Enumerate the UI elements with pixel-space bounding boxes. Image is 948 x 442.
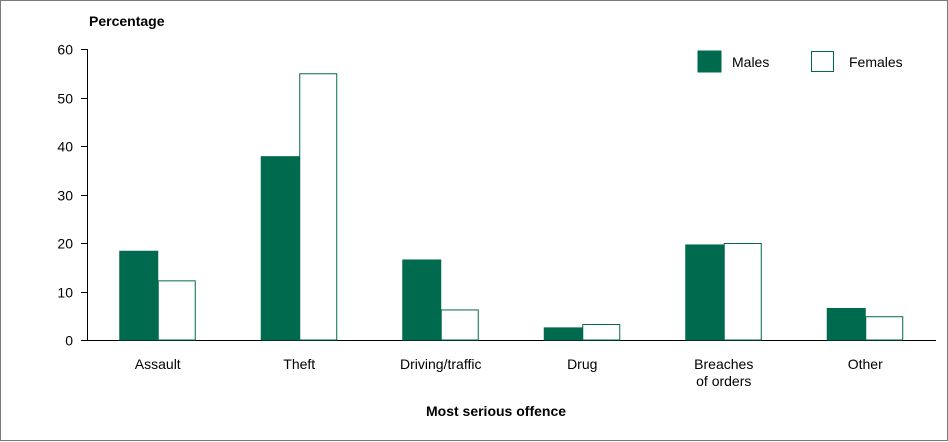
x-category-label: Driving/traffic [400,356,481,372]
y-tick-label: 20 [57,236,73,252]
bar-females [865,316,904,341]
bar-males [685,244,725,341]
y-tick-label: 60 [57,42,73,58]
y-tick-label: 30 [57,188,73,204]
y-tick-label: 0 [65,333,73,349]
bar-males [119,250,159,341]
legend-swatch-females [811,51,834,72]
y-axis-title: Percentage [89,13,165,29]
legend-label-females: Females [849,54,903,70]
x-category-labels: Assault Theft Driving/traffic Drug Breacheso… [135,356,883,389]
bar-females [440,309,479,341]
bar-females [723,243,762,341]
bar-males [543,327,583,341]
bar-males [260,156,300,341]
legend-swatch-males [697,50,722,73]
bar-females [582,323,621,341]
x-category-label: Theft [283,356,315,372]
x-category-label: Drug [567,356,597,372]
y-axis: 0 10 20 30 40 50 60 [57,42,88,349]
x-category-label: of orders [696,373,751,389]
x-category-label: Assault [135,356,181,372]
x-axis-title: Most serious offence [426,403,566,419]
bar-females [157,280,196,341]
y-tick-label: 40 [57,139,73,155]
bar-males [826,307,866,341]
bar-males [402,259,442,341]
bars [119,73,904,341]
x-category-label: Breaches [694,356,753,372]
bar-females [299,73,338,341]
legend: Males Females [697,50,903,73]
y-tick-label: 10 [57,285,73,301]
x-category-label: Other [848,356,883,372]
y-tick-label: 50 [57,91,73,107]
legend-label-males: Males [732,54,769,70]
